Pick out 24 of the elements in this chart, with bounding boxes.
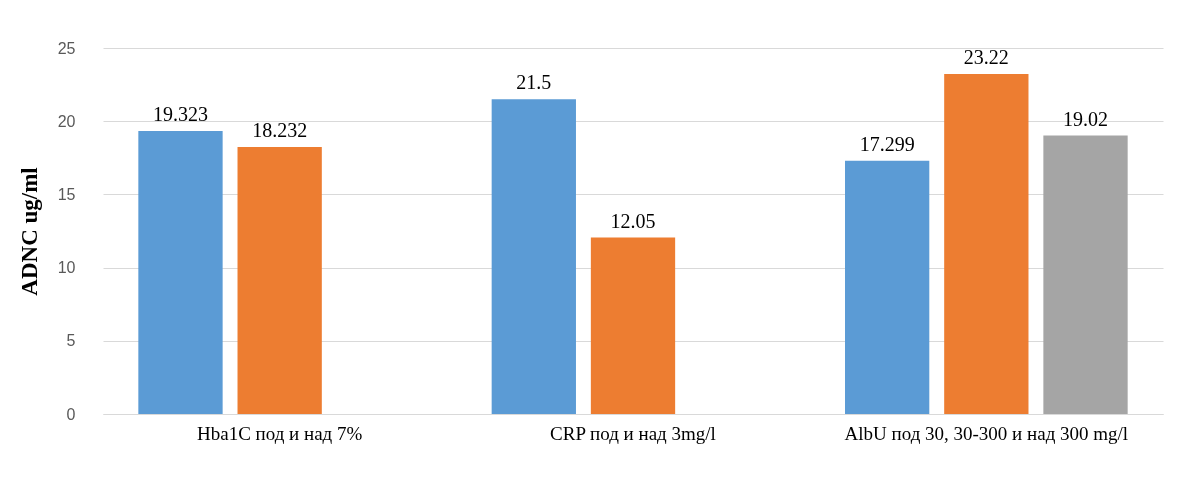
bar (237, 147, 322, 414)
bar (138, 131, 223, 414)
data-label: 17.299 (859, 132, 915, 155)
data-label: 23.22 (963, 46, 1009, 69)
y-axis-title: ADNC ug/ml (16, 167, 42, 296)
data-label: 19.323 (152, 103, 208, 126)
y-tick-label: 10 (57, 259, 76, 277)
bar (944, 74, 1029, 414)
x-tick-label: CRP под и над 3mg/l (550, 422, 716, 444)
y-tick-label: 0 (66, 405, 76, 423)
y-tick-label: 5 (66, 332, 76, 350)
y-tick-label: 25 (57, 39, 76, 57)
bar (1043, 135, 1128, 414)
bar (845, 160, 930, 414)
y-tick-label: 20 (57, 112, 76, 130)
data-label: 19.02 (1063, 107, 1109, 130)
data-label: 21.5 (516, 71, 552, 94)
x-tick-label: AlbU под 30, 30-300 и над 300 mg/l (844, 422, 1129, 444)
data-label: 12.05 (610, 209, 656, 232)
data-label: 18.232 (252, 119, 308, 142)
bar (590, 237, 676, 414)
x-tick-label: Hba1C под и над 7% (196, 422, 363, 444)
y-tick-label: 15 (57, 185, 76, 203)
bar (491, 99, 576, 414)
